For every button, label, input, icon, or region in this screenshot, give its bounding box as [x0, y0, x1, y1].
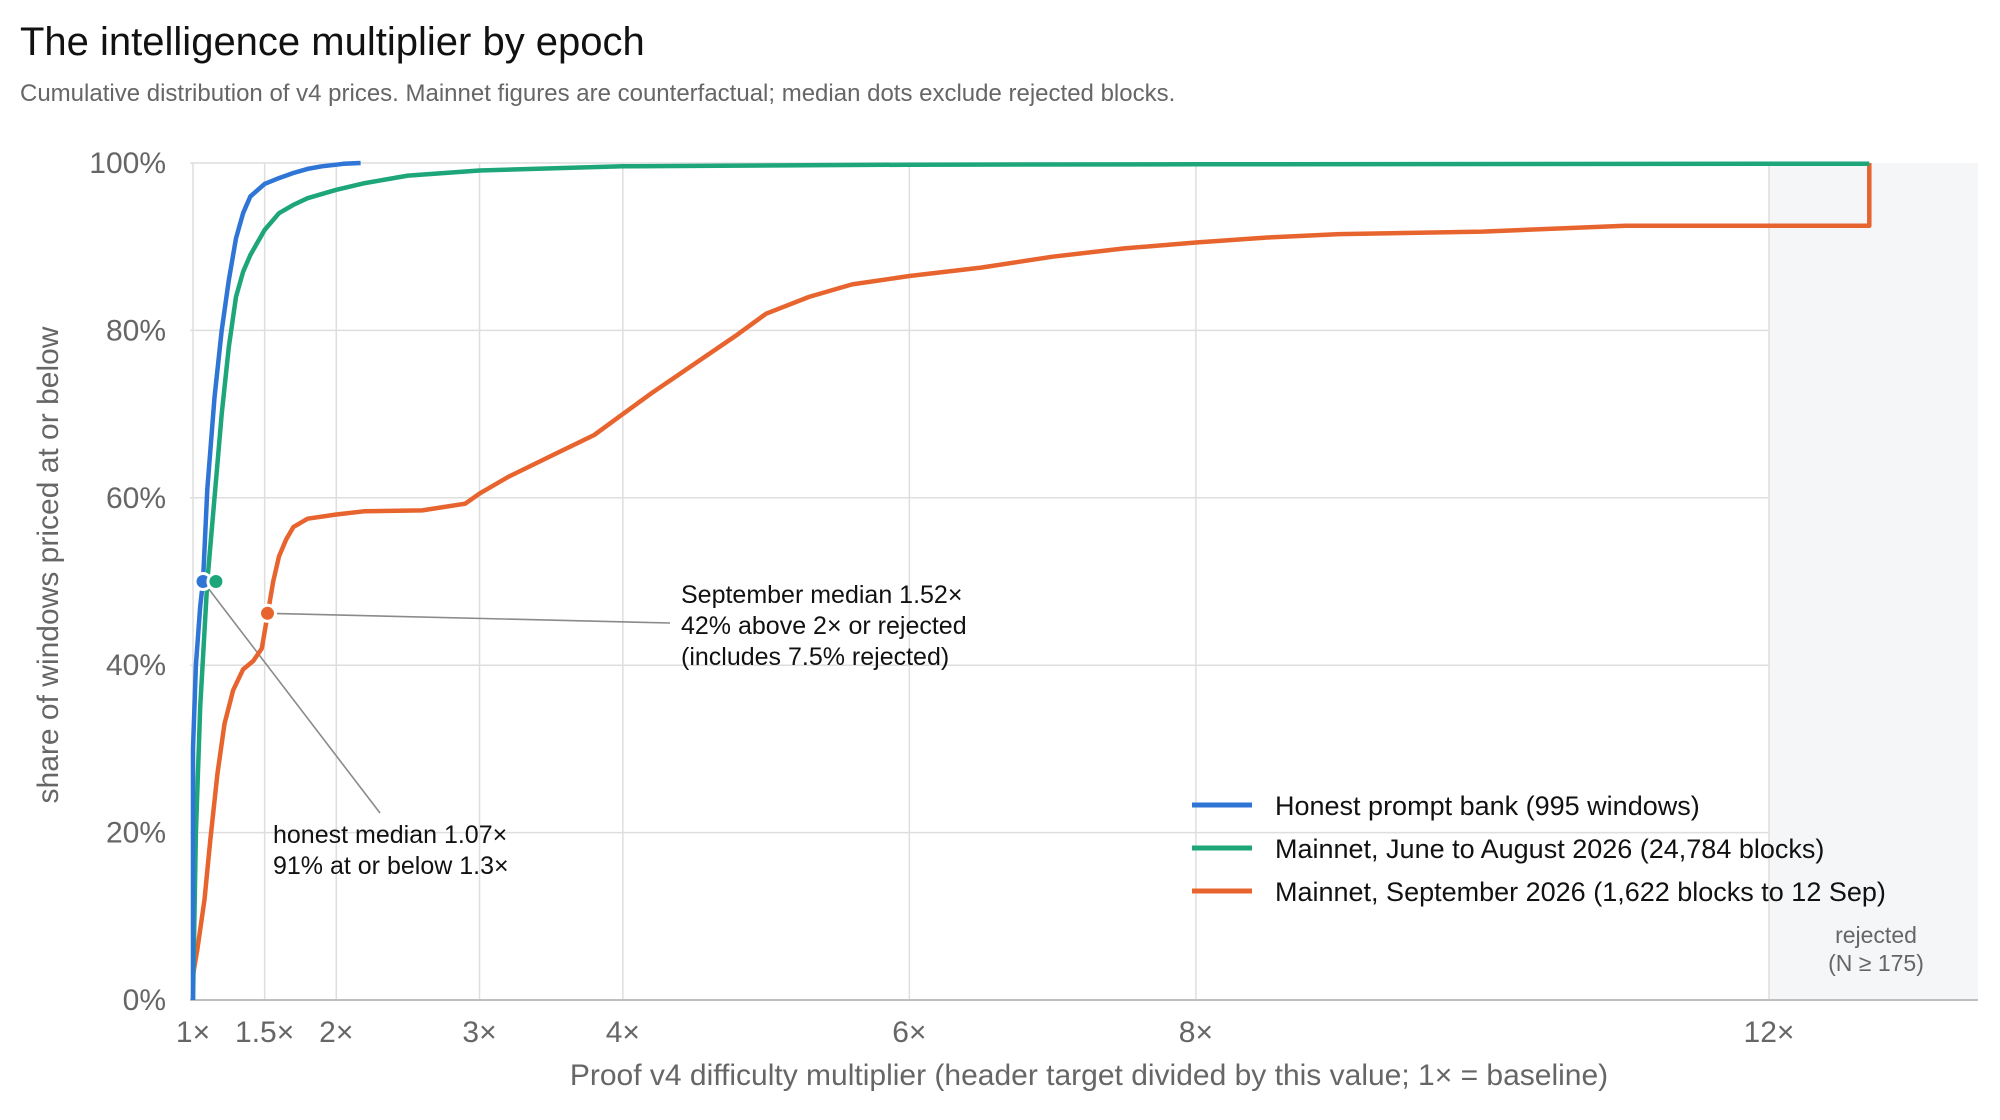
x-axis-label: Proof v4 difficulty multiplier (header t… — [570, 1059, 1608, 1092]
series-lines — [190, 160, 1872, 1001]
september-annotation-line1: September median 1.52× — [681, 581, 962, 609]
y-tick-label: 0% — [123, 984, 166, 1017]
y-axis-label: share of windows priced at or below — [32, 326, 65, 803]
honest-cdf-line — [190, 160, 361, 1000]
september-leader-line — [267, 612, 671, 624]
rejected-label-line2: (N ≥ 175) — [1828, 950, 1924, 976]
rejected-label-line1: rejected — [1835, 922, 1917, 948]
legend: Honest prompt bank (995 windows) Mainnet… — [1192, 791, 1886, 907]
legend-label-honest: Honest prompt bank (995 windows) — [1275, 791, 1700, 821]
x-tick-label: 8× — [1179, 1016, 1213, 1049]
honest-annotation-line1: honest median 1.07× — [273, 821, 507, 849]
june-august-median-dot — [206, 572, 226, 591]
median-dots — [193, 572, 278, 623]
axis-ticks: 1× 1.5× 2× 3× 4× 6× 8× 12× 0% 20% 40% 60% 80% 100% — [89, 147, 1794, 1049]
legend-label-september: Mainnet, September 2026 (1,622 blocks to… — [1275, 877, 1886, 907]
y-tick-label: 100% — [89, 147, 166, 180]
september-annotation-line2: 42% above 2× or rejected — [681, 612, 967, 640]
legend-label-june-august: Mainnet, June to August 2026 (24,784 blo… — [1275, 834, 1824, 864]
y-tick-label: 80% — [106, 314, 166, 347]
y-tick-label: 60% — [106, 482, 166, 515]
september-median-dot — [258, 603, 278, 623]
annotation-leader-lines — [202, 581, 671, 814]
gridlines — [190, 162, 1770, 1001]
x-tick-label: 3× — [462, 1016, 496, 1049]
y-tick-label: 40% — [106, 649, 166, 682]
x-tick-label: 1.5× — [235, 1016, 294, 1049]
chart-subtitle: Cumulative distribution of v4 prices. Ma… — [20, 80, 1176, 107]
x-tick-label: 12× — [1744, 1016, 1795, 1049]
x-tick-label: 4× — [606, 1016, 640, 1049]
june-august-cdf-line — [190, 161, 1870, 1001]
chart-title: The intelligence multiplier by epoch — [20, 20, 645, 64]
september-annotation-line3: (includes 7.5% rejected) — [681, 643, 949, 671]
september-cdf-line — [190, 163, 1872, 976]
x-tick-label: 2× — [319, 1016, 353, 1049]
honest-leader-line — [202, 581, 381, 814]
x-tick-label: 1× — [176, 1016, 210, 1049]
honest-annotation-line2: 91% at or below 1.3× — [273, 852, 509, 880]
y-tick-label: 20% — [106, 817, 166, 850]
rejected-region — [1769, 163, 1978, 1000]
x-tick-label: 6× — [892, 1016, 926, 1049]
